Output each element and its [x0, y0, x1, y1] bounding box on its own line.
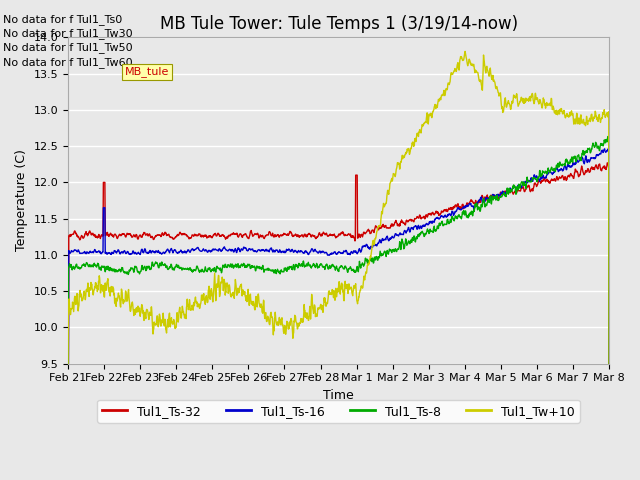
Title: MB Tule Tower: Tule Temps 1 (3/19/14-now): MB Tule Tower: Tule Temps 1 (3/19/14-now… [159, 15, 518, 33]
Text: MB_tule: MB_tule [125, 66, 169, 77]
Legend: Tul1_Ts-32, Tul1_Ts-16, Tul1_Ts-8, Tul1_Tw+10: Tul1_Ts-32, Tul1_Ts-16, Tul1_Ts-8, Tul1_… [97, 400, 580, 423]
Text: No data for f Tul1_Tw50: No data for f Tul1_Tw50 [3, 42, 133, 53]
Text: No data for f Tul1_Tw30: No data for f Tul1_Tw30 [3, 28, 133, 39]
Text: No data for f Tul1_Tw60: No data for f Tul1_Tw60 [3, 57, 133, 68]
Y-axis label: Temperature (C): Temperature (C) [15, 150, 28, 252]
X-axis label: Time: Time [323, 389, 354, 402]
Text: No data for f Tul1_Ts0: No data for f Tul1_Ts0 [3, 13, 122, 24]
